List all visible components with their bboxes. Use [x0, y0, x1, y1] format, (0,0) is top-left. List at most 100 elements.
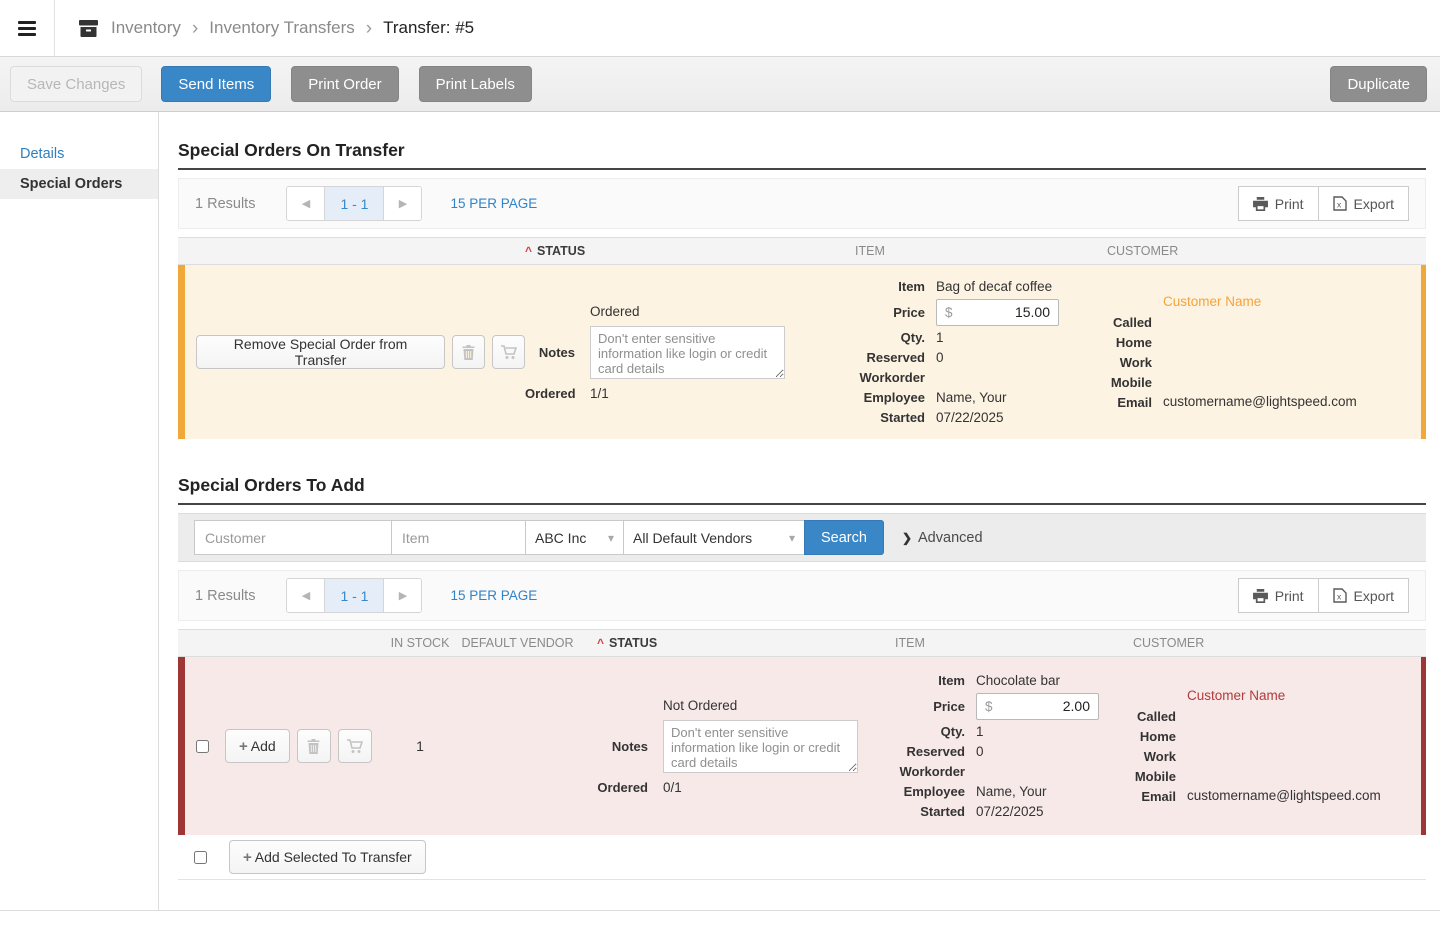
add-button[interactable]: + Add — [225, 729, 290, 763]
notes-input[interactable] — [590, 325, 785, 379]
plus-icon: + — [239, 737, 248, 755]
in-stock-value: 1 — [416, 738, 424, 754]
pagination: ◀ 1 - 1 ▶ — [286, 186, 423, 221]
select-all-checkbox[interactable] — [194, 850, 207, 864]
employee-link[interactable]: Name, Your — [976, 783, 1047, 799]
column-header-status[interactable]: ^ STATUS — [525, 244, 586, 258]
cart-button[interactable] — [492, 335, 525, 369]
topbar: Inventory › Inventory Transfers › Transf… — [0, 0, 1440, 57]
results-count: 1 Results — [195, 195, 256, 212]
remove-special-order-button[interactable]: Remove Special Order from Transfer — [196, 335, 446, 369]
reserved-value: 0 — [936, 349, 944, 365]
column-header-customer[interactable]: CUSTOMER — [1133, 636, 1205, 650]
prev-page-button[interactable]: ◀ — [287, 187, 325, 220]
qty-value: 1 — [936, 329, 944, 345]
column-header-item[interactable]: ITEM — [855, 244, 885, 258]
customer-email-link[interactable]: customername@lightspeed.com — [1163, 394, 1357, 409]
sidebar-item-special-orders[interactable]: Special Orders — [0, 169, 158, 199]
printer-icon — [1252, 588, 1268, 603]
ordered-label: Ordered — [597, 779, 648, 795]
cart-button[interactable] — [337, 729, 372, 763]
page-range[interactable]: 1 - 1 — [324, 579, 385, 612]
price-input-wrap: $ — [936, 298, 1059, 326]
on-transfer-table-header: ^ STATUS ITEM CUSTOMER — [178, 237, 1426, 265]
delete-button[interactable] — [452, 335, 486, 369]
per-page-link[interactable]: 15 PER PAGE — [450, 196, 538, 211]
employee-link[interactable]: Name, Your — [936, 389, 1007, 405]
plus-icon: + — [243, 848, 252, 866]
hamburger-menu-icon[interactable] — [0, 0, 55, 56]
price-input[interactable] — [952, 304, 1050, 320]
chevron-down-icon: ▾ — [788, 530, 795, 545]
shop-select[interactable]: ABC Inc ▾ — [525, 520, 624, 555]
print-export-group: Print x Export — [1237, 186, 1409, 221]
export-button[interactable]: x Export — [1317, 186, 1409, 221]
column-header-status[interactable]: ^ STATUS — [597, 636, 658, 650]
print-order-button[interactable]: Print Order — [291, 66, 399, 102]
price-input[interactable] — [992, 698, 1090, 714]
notes-label: Notes — [538, 344, 575, 360]
column-header-in-stock[interactable]: IN STOCK — [390, 636, 450, 650]
breadcrumb-current-transfer: Transfer: #5 — [383, 18, 475, 37]
item-search-input[interactable] — [391, 520, 526, 555]
sidebar-item-details[interactable]: Details — [20, 146, 65, 162]
started-value: 07/22/2025 — [976, 803, 1044, 819]
printer-icon — [1252, 196, 1268, 211]
column-header-customer[interactable]: CUSTOMER — [1107, 244, 1179, 258]
next-page-button[interactable]: ▶ — [384, 579, 422, 612]
notes-input[interactable] — [663, 719, 858, 773]
breadcrumb: Inventory › Inventory Transfers › Transf… — [111, 18, 474, 38]
cart-icon — [500, 344, 517, 359]
customer-search-input[interactable] — [194, 520, 392, 555]
trash-icon — [307, 738, 320, 754]
cart-icon — [346, 738, 363, 753]
customer-name-link[interactable]: Customer Name — [1187, 688, 1286, 703]
breadcrumb-inventory-transfers[interactable]: Inventory Transfers — [209, 18, 355, 37]
results-count: 1 Results — [195, 587, 256, 604]
delete-button[interactable] — [296, 729, 331, 763]
export-button[interactable]: x Export — [1317, 578, 1409, 613]
ordered-count: 0/1 — [663, 779, 682, 795]
search-button[interactable]: Search — [804, 520, 884, 555]
customer-details: Customer Name Called Home Work Mobile Em… — [1055, 294, 1421, 410]
advanced-search-link[interactable]: ❯ Advanced — [901, 529, 983, 546]
on-transfer-row: Remove Special Order from Transfer Order… — [178, 265, 1426, 439]
duplicate-button[interactable]: Duplicate — [1330, 66, 1427, 102]
breadcrumb-inventory[interactable]: Inventory — [111, 18, 181, 37]
sort-ascending-icon: ^ — [525, 244, 533, 258]
next-page-button[interactable]: ▶ — [384, 187, 422, 220]
print-labels-button[interactable]: Print Labels — [418, 66, 532, 102]
pagination: ◀ 1 - 1 ▶ — [286, 578, 423, 613]
row-select-checkbox[interactable] — [196, 739, 209, 753]
print-button[interactable]: Print — [1237, 186, 1319, 221]
customer-name-link[interactable]: Customer Name — [1163, 294, 1262, 309]
item-name-link[interactable]: Chocolate bar — [976, 672, 1061, 688]
save-changes-button[interactable]: Save Changes — [10, 66, 143, 102]
per-page-link[interactable]: 15 PER PAGE — [450, 588, 538, 603]
send-items-button[interactable]: Send Items — [161, 66, 272, 102]
started-value: 07/22/2025 — [936, 409, 1004, 425]
workorder-value — [976, 764, 1100, 780]
svg-text:x: x — [1337, 200, 1342, 210]
item-name-link[interactable]: Bag of decaf coffee — [936, 278, 1053, 294]
page-range[interactable]: 1 - 1 — [324, 187, 385, 220]
add-selected-to-transfer-button[interactable]: + Add Selected To Transfer — [229, 840, 426, 874]
to-add-table-footer: + Add Selected To Transfer — [178, 835, 1426, 880]
excel-file-icon: x — [1332, 588, 1347, 603]
ordered-label: Ordered — [525, 385, 576, 401]
prev-page-button[interactable]: ◀ — [287, 579, 325, 612]
chevron-right-icon: ❯ — [901, 530, 913, 545]
action-bar: Save Changes Send Items Print Order Prin… — [0, 57, 1440, 112]
print-button[interactable]: Print — [1237, 578, 1319, 613]
sidebar: Details Special Orders — [0, 112, 159, 910]
chevron-down-icon: ▾ — [607, 530, 614, 545]
default-vendor-select[interactable]: All Default Vendors ▾ — [623, 520, 805, 555]
sort-ascending-icon: ^ — [597, 636, 605, 650]
print-export-group: Print x Export — [1237, 578, 1409, 613]
column-header-item[interactable]: ITEM — [895, 636, 925, 650]
chevron-right-icon: › — [365, 17, 373, 39]
column-header-default-vendor[interactable]: DEFAULT VENDOR — [461, 636, 574, 650]
customer-email-link[interactable]: customername@lightspeed.com — [1187, 788, 1381, 803]
